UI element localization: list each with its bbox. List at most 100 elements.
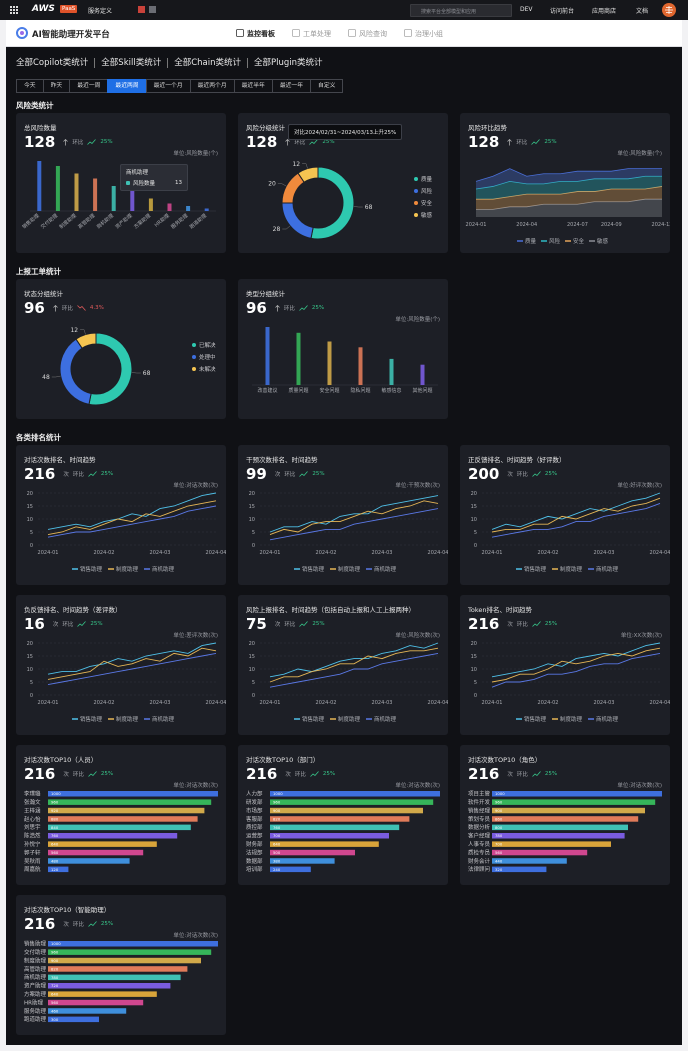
x-tick-label: 2024-01 xyxy=(482,700,503,706)
x-tick-label: 2024-07 xyxy=(567,222,588,228)
area-line xyxy=(476,186,663,200)
bar xyxy=(93,178,98,211)
time-filter[interactable]: 自定义 xyxy=(310,79,344,93)
time-filter[interactable]: 今天 xyxy=(16,79,44,93)
bar xyxy=(48,841,157,847)
legend-label: 处理中 xyxy=(199,353,216,361)
change-label: 环比 xyxy=(516,772,528,778)
legend-label: 销售助理 xyxy=(80,565,103,573)
tab-icon-shape xyxy=(292,29,300,37)
bar xyxy=(270,791,440,797)
time-filter[interactable]: 最近一周 xyxy=(69,79,109,93)
kpi-unit: 次 xyxy=(507,472,513,478)
trend-icon xyxy=(88,771,97,777)
trend-icon xyxy=(532,471,541,477)
tab-icon-shape xyxy=(404,29,412,37)
x-tick-label: 改善建议 xyxy=(257,387,277,394)
bar xyxy=(270,841,379,847)
bar xyxy=(204,208,209,211)
y-tick-label: 10 xyxy=(249,667,255,673)
area-line xyxy=(475,168,662,182)
tab[interactable]: 监控看板 xyxy=(247,30,275,38)
nav-item[interactable]: 全部Copilot类统计 xyxy=(16,58,89,68)
apps-icon[interactable] xyxy=(10,6,18,14)
row-label: 客服部 xyxy=(246,815,263,823)
bar xyxy=(492,791,662,797)
legend-label: 商机助理 xyxy=(152,715,175,723)
trend-icon xyxy=(310,771,319,777)
legend-label: 销售助理 xyxy=(302,565,325,573)
up-arrow-icon xyxy=(507,138,513,145)
arrow-shape xyxy=(507,138,513,145)
top-link[interactable]: DEV xyxy=(520,6,533,13)
service-menu[interactable]: 服务定义 xyxy=(88,8,113,15)
unit-label: 单位:对话次数(次) xyxy=(173,933,218,939)
avatar[interactable] xyxy=(662,3,676,17)
tab[interactable]: 治理小组 xyxy=(415,30,443,38)
series-line xyxy=(269,495,439,533)
search-placeholder: 搜索平台全部模型和应用 xyxy=(421,8,477,15)
series-line xyxy=(47,652,217,686)
y-tick-label: 0 xyxy=(474,693,477,699)
tooltip: 对比2024/02/31~2024/03/13上升25% xyxy=(288,124,403,140)
kpi-row: 216 次环比 25% xyxy=(468,765,557,783)
row-label: 王梓涵 xyxy=(24,806,41,814)
section-title: 上报工单统计 xyxy=(16,267,61,276)
bar xyxy=(48,941,218,947)
bar xyxy=(55,166,60,211)
kpi-unit: 次 xyxy=(52,622,59,628)
time-filter[interactable]: 最近一年 xyxy=(271,79,312,93)
trend-shape xyxy=(532,771,541,777)
tab[interactable]: 风险查询 xyxy=(359,30,387,38)
value-label: 500 xyxy=(273,850,281,855)
card: 状态分组统计 96 环比 4.3% 68 48 12 已解决 处理中 未解决 xyxy=(16,279,226,419)
nav-item[interactable]: 全部Plugin类统计 xyxy=(246,58,329,68)
y-tick-label: 0 xyxy=(252,543,255,549)
card: 对话次数TOP10（角色） 216 次环比 25% 单位:对话次数(次) 项目主管 1000… xyxy=(460,745,670,885)
kpi-row: 128 环比 25% xyxy=(468,133,557,151)
kpi-total: 200 xyxy=(468,465,500,483)
tab[interactable]: 工单处理 xyxy=(303,30,331,38)
kpi-unit: 次 xyxy=(63,922,69,928)
time-filter[interactable]: 昨天 xyxy=(42,79,71,93)
change-label: 环比 xyxy=(61,306,73,312)
nav-item[interactable]: 全部Skill类统计 xyxy=(94,58,167,68)
row-label: 方案助理 xyxy=(24,990,47,998)
bar xyxy=(270,824,400,831)
time-filter[interactable]: 最近两个月 xyxy=(189,79,235,93)
value-label: 820 xyxy=(51,966,59,971)
time-filter[interactable]: 最近半年 xyxy=(233,79,273,93)
kpi-total: 216 xyxy=(468,615,500,633)
top-link[interactable]: 文档 xyxy=(636,8,649,15)
kpi-row: 16 次环比 25% xyxy=(24,615,103,633)
top-link[interactable]: 访问前台 xyxy=(550,8,575,15)
bar xyxy=(48,866,69,873)
search-box[interactable]: 搜索平台全部模型和应用 xyxy=(410,4,512,17)
time-filter[interactable]: 最近两周 xyxy=(107,79,147,93)
unit-label: 单位:好评次数(次) xyxy=(617,483,662,489)
legend-label: 制度助理 xyxy=(560,565,583,573)
value-label: 960 xyxy=(51,950,59,955)
trend-icon xyxy=(88,471,97,477)
legend-dot xyxy=(414,201,418,205)
x-tick-label: 2024-04 xyxy=(428,550,448,556)
kpi-row: 216 次环比 25% xyxy=(246,765,335,783)
bar xyxy=(270,849,355,856)
unit-label: 单位:风险数量(个) xyxy=(395,317,440,323)
value-label: 640 xyxy=(51,992,59,997)
card-title: 风险环比趋势 xyxy=(468,124,507,132)
bar xyxy=(48,791,218,797)
top-link[interactable]: 应用商店 xyxy=(592,8,617,15)
chart: 0 5 10 15 20 2024-01 2024-02 2024-03 2024-04 销售助理… xyxy=(471,491,670,573)
y-tick-label: 10 xyxy=(471,517,477,523)
y-tick-label: 5 xyxy=(474,680,477,686)
y-tick-label: 5 xyxy=(30,530,33,536)
kpi-unit: 次 xyxy=(507,622,513,628)
value-label: 760 xyxy=(273,825,281,830)
trend-shape xyxy=(531,139,541,145)
time-filter[interactable]: 最近一个月 xyxy=(145,79,191,93)
x-tick-label: 2024-03 xyxy=(150,700,171,706)
trend-shape xyxy=(532,621,541,627)
arrow-shape xyxy=(285,138,291,145)
nav-item[interactable]: 全部Chain类统计 xyxy=(167,58,247,68)
